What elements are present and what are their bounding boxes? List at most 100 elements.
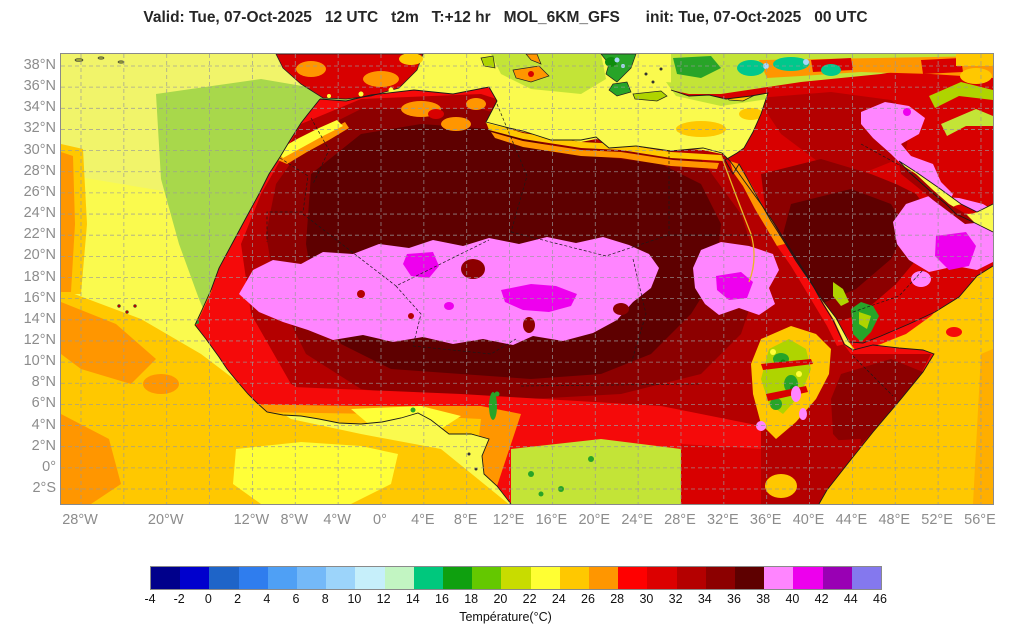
lat-label: 36°N (23, 78, 56, 95)
colorbar-cell (647, 567, 677, 589)
lat-label: 24°N (23, 205, 56, 222)
colorbar-cell (676, 567, 706, 589)
sahel-hot-pink-region (239, 237, 779, 345)
lat-label: 0° (42, 458, 56, 475)
page-title: Valid: Tue, 07-Oct-2025 12 UTC t2m T:+12… (143, 9, 868, 26)
colorbar-tick: 26 (581, 592, 595, 606)
colorbar-tick: 24 (551, 592, 566, 606)
colorbar-cell (180, 567, 210, 589)
colorbar-cell (589, 567, 619, 589)
colorbar-cell (618, 567, 648, 589)
cape-verde-islands (117, 304, 137, 314)
colorbar-tick: -2 (173, 592, 185, 606)
lat-label: 34°N (23, 99, 56, 116)
colorbar (150, 566, 882, 590)
colorbar-tick: 46 (873, 592, 887, 606)
colorbar-tick: 0 (204, 592, 212, 606)
lon-label: 20°W (147, 512, 184, 528)
colorbar-tick: 16 (435, 592, 449, 606)
colorbar-tick: 22 (522, 592, 537, 606)
lon-label: 28°W (62, 512, 98, 528)
lon-label: 4°W (323, 512, 351, 528)
colorbar-cell (238, 567, 268, 589)
africa-coastline (194, 86, 935, 504)
colorbar-tick: 36 (727, 592, 741, 606)
colorbar-tick: 12 (376, 592, 391, 606)
colorbar-cell (297, 567, 327, 589)
colorbar-tick: 38 (756, 592, 771, 606)
lon-label: 56°E (964, 512, 996, 528)
lon-label: 28°E (664, 512, 696, 528)
graticule (61, 54, 993, 504)
lat-label: 18°N (23, 268, 56, 285)
lon-label: 24°E (621, 512, 653, 528)
colorbar-tick: 2 (234, 592, 242, 606)
colorbar-cell (413, 567, 444, 589)
azores-islands (74, 56, 125, 64)
colorbar-tick: 28 (610, 592, 625, 606)
colorbar-cell (472, 567, 502, 589)
lat-label: 16°N (23, 289, 56, 306)
colorbar-tick: 10 (347, 592, 362, 606)
colorbar-cell (326, 567, 356, 589)
colorbar-tick: 42 (814, 592, 829, 606)
lon-label: 12°W (233, 512, 270, 528)
lat-label: 26°N (23, 183, 56, 200)
lat-label: 30°N (23, 141, 56, 158)
colorbar-cell (151, 567, 181, 589)
colorbar-tick: 40 (785, 592, 800, 606)
italy-toe (525, 54, 542, 65)
colorbar-cell (355, 567, 385, 589)
lat-label: 10°N (23, 353, 56, 370)
colorbar-cell (793, 567, 823, 589)
lat-label: 22°N (23, 226, 56, 243)
colorbar-cell (851, 567, 882, 589)
colorbar-tick: 6 (292, 592, 300, 606)
colorbar-tick: -4 (144, 592, 156, 606)
lon-label: 40°E (792, 512, 825, 528)
lat-label: 8°N (31, 374, 56, 391)
crete (632, 90, 668, 102)
lon-label: 20°E (578, 512, 611, 528)
lat-label: 4°N (31, 416, 56, 433)
map-canvas (60, 53, 994, 505)
lat-label: 38°N (23, 57, 56, 73)
lat-label: 2°N (31, 437, 56, 454)
colorbar-tick: 30 (639, 592, 654, 606)
lat-label: 12°N (23, 331, 56, 348)
nile-river (720, 154, 755, 283)
colorbar-cell (209, 567, 239, 589)
colorbar-cell (735, 567, 765, 589)
colorbar-cell (384, 567, 414, 589)
lon-label: 16°E (535, 512, 568, 528)
lat-label: 6°N (31, 395, 56, 412)
europe (275, 54, 754, 102)
colorbar-tick: 4 (263, 592, 271, 606)
colorbar-tick: 32 (668, 592, 683, 606)
iberia (275, 54, 424, 100)
colorbar-cell (443, 567, 473, 589)
lon-label: 4°E (411, 512, 435, 528)
persian-gulf (899, 163, 975, 224)
lon-label: 8°E (453, 512, 478, 528)
lon-label: 0° (373, 512, 387, 528)
greece (600, 54, 663, 97)
lat-label: 28°N (23, 162, 56, 179)
colorbar-tick: 8 (321, 592, 329, 606)
colorbar-cell (764, 567, 794, 589)
lat-label: 32°N (23, 120, 56, 137)
yemen-highlands (833, 282, 879, 342)
country-borders (266, 103, 924, 397)
colorbar-cell (822, 567, 852, 589)
red-sea (730, 161, 845, 346)
lon-label: 48°E (878, 512, 911, 528)
colorbar-tick: 20 (493, 592, 508, 606)
lon-label: 44°E (835, 512, 868, 528)
lat-label: 14°N (23, 310, 56, 327)
colorbar-cell (705, 567, 736, 589)
lon-label: 8°W (280, 512, 309, 528)
colorbar-tick: 34 (697, 592, 712, 606)
lat-label: 2°S (32, 480, 56, 496)
lon-label: 52°E (921, 512, 953, 528)
sardinia (480, 55, 496, 69)
